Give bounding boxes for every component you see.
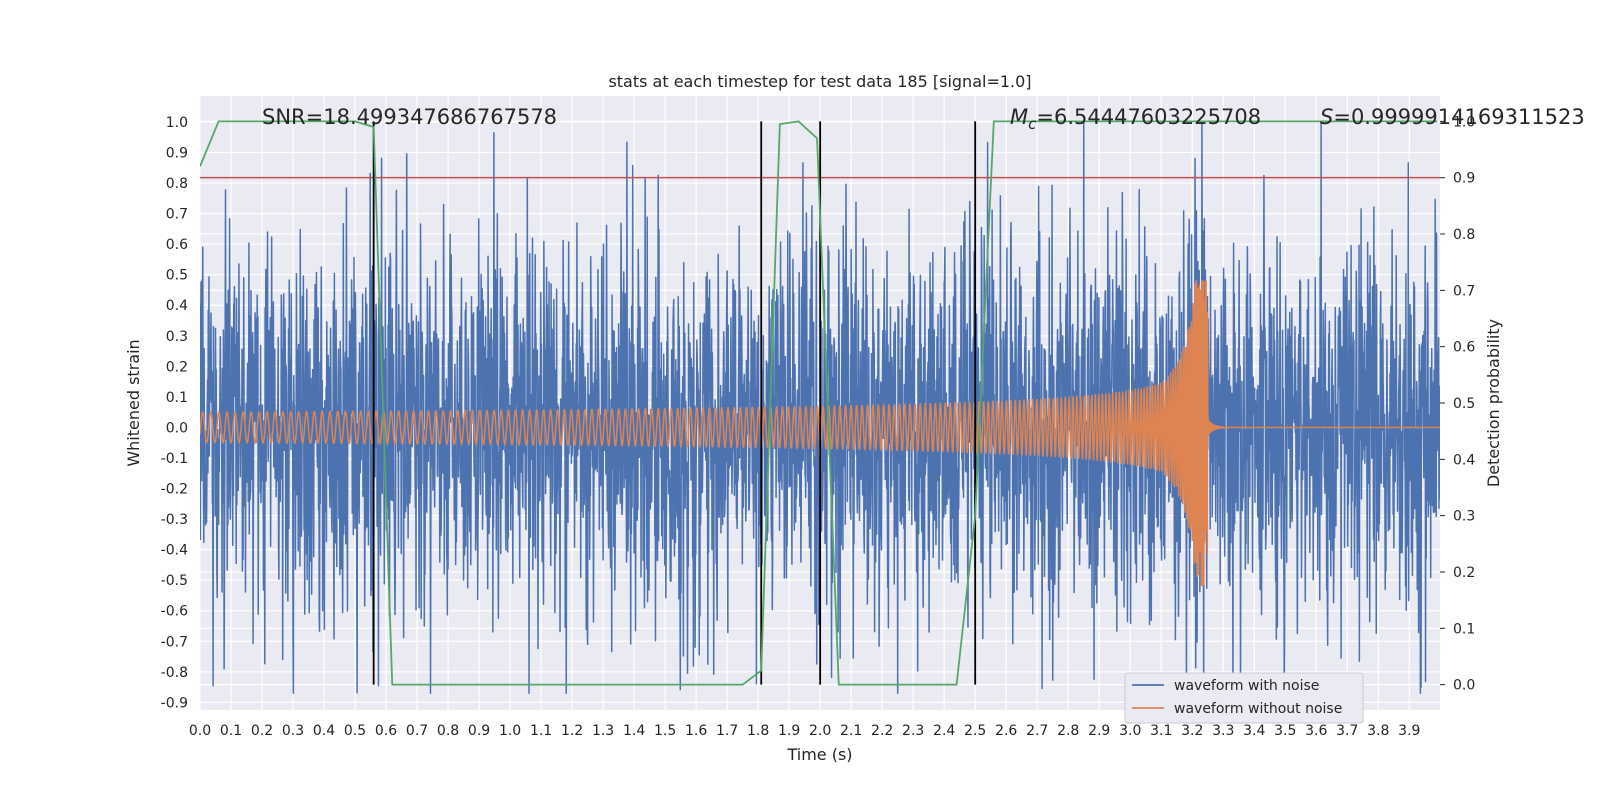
score-symbol: S [1320, 105, 1333, 129]
y-tick-label: -0.5 [161, 573, 188, 589]
y2-tick-label: 0.6 [1453, 340, 1475, 356]
chirp-mass-value: =6.54447603225708 [1036, 105, 1261, 129]
y-tick-label: 0.7 [166, 207, 188, 223]
y-tick-label: 0.8 [166, 176, 188, 192]
y2-axis-label: Detection probability [1484, 319, 1503, 487]
x-tick-labels: 0.0 0.1 0.2 0.3 0.4 0.5 0.6 0.7 0.8 0.9 1.0 1.1 1.2 1… [189, 723, 1421, 739]
chirp-mass-annotation: Mc=6.54447603225708 [1010, 105, 1261, 133]
x-tick-label: 2.8 [1057, 723, 1079, 739]
y2-tick-label: 0.5 [1453, 396, 1475, 412]
chart-title: stats at each timestep for test data 185… [608, 72, 1031, 91]
y2-tick-label: 1.0 [1453, 114, 1475, 130]
x-tick-label: 1.6 [685, 723, 707, 739]
y2-tick-label: 0.0 [1453, 678, 1475, 694]
snr-annotation: SNR=18.499347686767578 [262, 105, 557, 129]
x-tick-label: 2.2 [871, 723, 893, 739]
x-tick-label: 0.9 [468, 723, 490, 739]
y2-tick-label: 0.1 [1453, 621, 1475, 637]
y-tick-label: -0.6 [161, 604, 188, 620]
y2-tick-label: 0.3 [1453, 509, 1475, 525]
score-annotation: S=0.9999914169311523 [1320, 105, 1585, 129]
x-tick-label: 0.2 [251, 723, 273, 739]
y-tick-label: -0.2 [161, 482, 188, 498]
y-axis-label: Whitened strain [124, 339, 143, 466]
y-tick-label: -0.7 [161, 634, 188, 650]
x-tick-label: 1.0 [499, 723, 521, 739]
x-tick-label: 3.9 [1398, 723, 1420, 739]
x-tick-label: 0.1 [220, 723, 242, 739]
x-tick-label: 3.2 [1181, 723, 1203, 739]
x-tick-label: 1.3 [592, 723, 614, 739]
x-tick-label: 2.6 [995, 723, 1017, 739]
y-tick-label: 1.0 [166, 115, 188, 131]
x-tick-label: 2.5 [964, 723, 986, 739]
y-tick-labels: 1.0 0.9 0.8 0.7 0.6 0.5 0.4 0.3 0.2 0.1 0.0 -0.1 -0.… [161, 115, 188, 711]
x-tick-label: 1.5 [654, 723, 676, 739]
y2-tick-label: 0.8 [1453, 227, 1475, 243]
x-tick-label: 3.4 [1243, 723, 1265, 739]
y-tick-label: 0.5 [166, 268, 188, 284]
y-tick-label: 0.0 [166, 420, 188, 436]
chirp-mass-symbol: M [1010, 105, 1028, 129]
x-axis-label: Time (s) [786, 745, 852, 764]
x-tick-label: 3.8 [1367, 723, 1389, 739]
x-tick-label: 0.5 [344, 723, 366, 739]
y2-tick-labels: 1.0 0.9 0.8 0.7 0.6 0.5 0.4 0.3 0.2 0.1 0.0 [1453, 114, 1475, 693]
x-tick-label: 0.0 [189, 723, 211, 739]
y2-tick-label: 0.2 [1453, 565, 1475, 581]
y-tick-label: 0.2 [166, 359, 188, 375]
series-detection-probability [200, 120, 1438, 686]
x-tick-label: 1.4 [623, 723, 645, 739]
legend-label-clean: waveform without noise [1174, 701, 1342, 717]
y-tick-label: -0.9 [161, 695, 188, 711]
x-tick-label: 3.6 [1305, 723, 1327, 739]
y2-tick-label: 0.4 [1453, 452, 1475, 468]
y-tick-label: 0.1 [166, 390, 188, 406]
y2-tick-label: 0.7 [1453, 283, 1475, 299]
x-tick-label: 2.3 [902, 723, 924, 739]
x-tick-label: 0.7 [406, 723, 428, 739]
x-tick-label: 2.9 [1088, 723, 1110, 739]
y-tick-label: 0.9 [166, 146, 188, 162]
x-tick-label: 3.3 [1212, 723, 1234, 739]
x-tick-label: 3.0 [1119, 723, 1141, 739]
x-tick-label: 2.0 [809, 723, 831, 739]
score-value: =0.9999914169311523 [1333, 105, 1584, 129]
x-tick-label: 3.7 [1336, 723, 1358, 739]
y-tick-label: 0.4 [166, 298, 188, 314]
vertical-markers [372, 121, 977, 685]
y-tick-label: -0.4 [161, 543, 188, 559]
legend: waveform with noise waveform without noi… [1124, 672, 1364, 724]
y-tick-label: -0.3 [161, 512, 188, 528]
x-tick-label: 1.9 [778, 723, 800, 739]
x-tick-label: 2.1 [840, 723, 862, 739]
x-tick-label: 3.5 [1274, 723, 1296, 739]
legend-box [1124, 672, 1364, 724]
y-tick-label: -0.8 [161, 665, 188, 681]
x-tick-label: 2.7 [1026, 723, 1048, 739]
x-tick-label: 0.4 [313, 723, 335, 739]
chirp-mass-subscript: c [1028, 115, 1037, 133]
x-tick-label: 2.4 [933, 723, 955, 739]
y-tick-label: 0.6 [166, 237, 188, 253]
y-tick-label: -0.1 [161, 451, 188, 467]
y2-tick-label: 0.9 [1453, 171, 1475, 187]
x-tick-label: 1.8 [747, 723, 769, 739]
x-tick-label: 1.1 [530, 723, 552, 739]
x-tick-label: 0.6 [375, 723, 397, 739]
x-tick-label: 0.8 [437, 723, 459, 739]
x-tick-label: 3.1 [1150, 723, 1172, 739]
x-tick-label: 1.7 [716, 723, 738, 739]
y-tick-label: 0.3 [166, 329, 188, 345]
x-tick-label: 0.3 [282, 723, 304, 739]
x-tick-label: 1.2 [561, 723, 583, 739]
legend-label-noise: waveform with noise [1174, 678, 1319, 694]
